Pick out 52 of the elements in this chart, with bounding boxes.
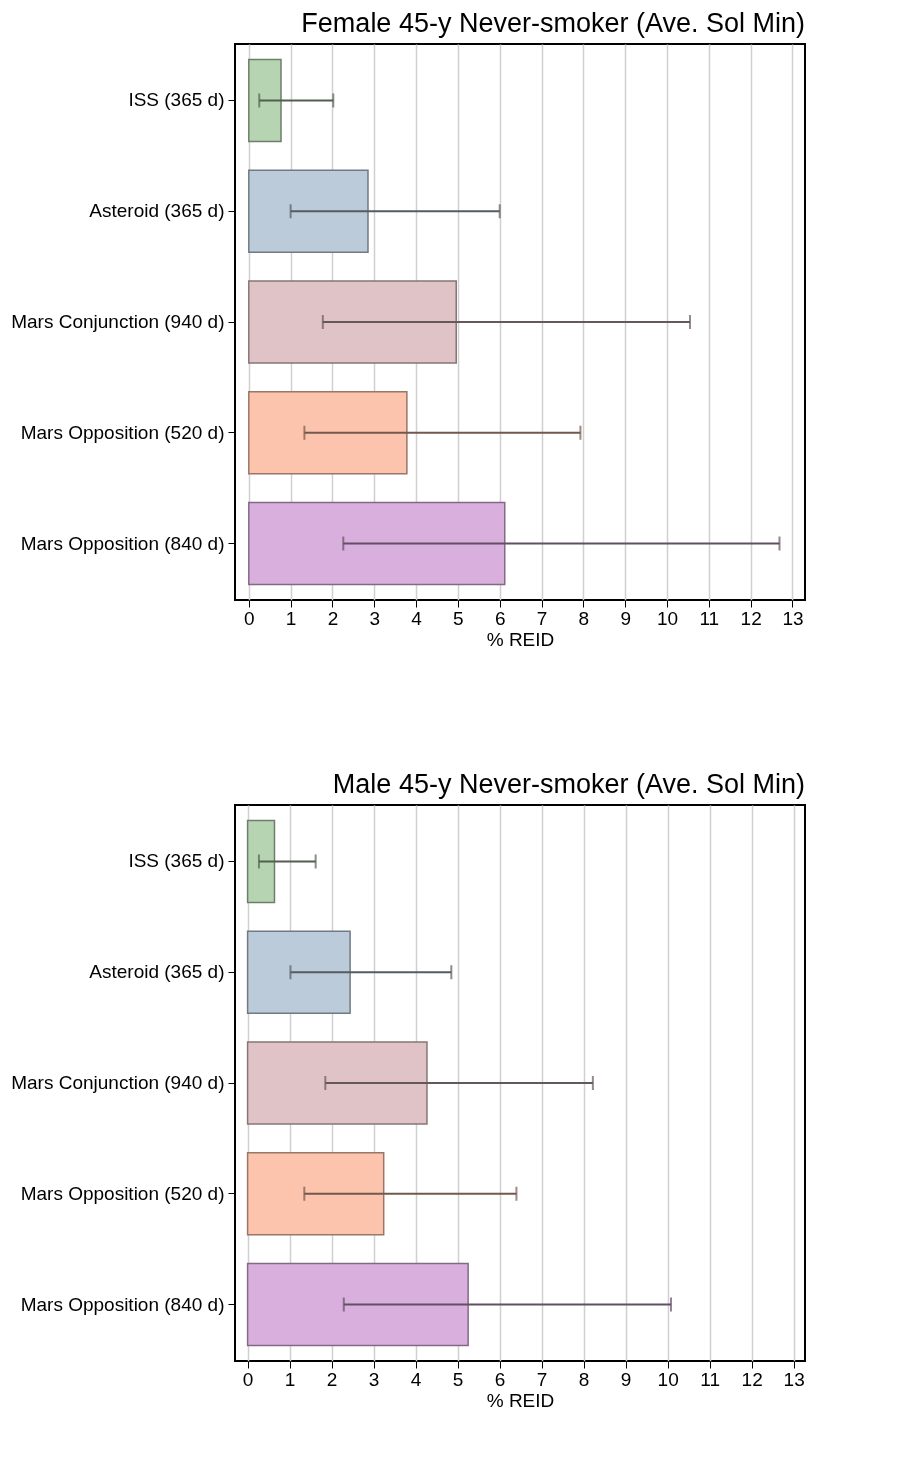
x-tick-label: 13 — [783, 1368, 805, 1390]
y-tick-label: Mars Opposition (840 d) — [20, 1293, 225, 1315]
chart-title: Female 45-y Never-smoker (Ave. Sol Min) — [301, 8, 805, 38]
y-tick-label: ISS (365 d) — [128, 850, 225, 872]
x-tick-label: 8 — [578, 607, 590, 629]
bar — [248, 58, 282, 143]
x-tick-label: 10 — [656, 607, 679, 629]
x-tick-label: 9 — [620, 607, 631, 629]
bar — [248, 501, 506, 586]
x-axis-title: % REID — [486, 1389, 555, 1411]
y-tick-label: Asteroid (365 d) — [89, 961, 225, 983]
bar — [246, 1262, 469, 1347]
y-tick-label: Asteroid (365 d) — [89, 200, 225, 222]
bar — [246, 819, 276, 904]
x-axis-title: % REID — [486, 628, 555, 650]
x-tick-label: 0 — [244, 607, 255, 629]
y-tick-label: Mars Opposition (520 d) — [20, 421, 225, 443]
bar — [248, 169, 369, 253]
x-tick-label: 0 — [242, 1368, 254, 1390]
x-tick-label: 1 — [284, 1368, 296, 1390]
x-tick-label: 11 — [699, 607, 720, 629]
bar — [246, 1152, 385, 1236]
y-tick-label: ISS (365 d) — [128, 89, 225, 111]
x-tick-label: 10 — [657, 1368, 679, 1390]
x-tick-label: 3 — [369, 607, 381, 629]
x-tick-label: 8 — [578, 1368, 590, 1390]
bar — [248, 391, 408, 475]
bar — [246, 1041, 428, 1125]
x-tick-label: 12 — [741, 1368, 763, 1390]
y-tick-label: Mars Opposition (840 d) — [20, 532, 225, 554]
x-tick-label: 7 — [536, 607, 548, 629]
x-tick-label: 7 — [536, 1368, 548, 1390]
x-tick-label: 1 — [285, 607, 297, 629]
x-tick-label: 5 — [452, 1368, 464, 1390]
x-tick-label: 9 — [620, 1368, 632, 1390]
x-tick-label: 12 — [740, 607, 762, 629]
y-tick-label: Mars Opposition (520 d) — [20, 1182, 225, 1204]
x-tick-label: 11 — [700, 1368, 721, 1390]
chart-title: Male 45-y Never-smoker (Ave. Sol Min) — [332, 769, 805, 799]
x-tick-label: 6 — [494, 1368, 506, 1390]
bar — [246, 930, 351, 1014]
x-tick-label: 2 — [326, 1368, 338, 1390]
x-tick-label: 6 — [494, 607, 506, 629]
x-tick-label: 2 — [327, 607, 339, 629]
x-tick-label: 3 — [368, 1368, 380, 1390]
y-tick-label: Mars Conjunction (940 d) — [11, 1072, 225, 1093]
x-tick-label: 4 — [410, 1368, 422, 1390]
x-tick-label: 4 — [411, 607, 423, 629]
y-tick-label: Mars Conjunction (940 d) — [11, 311, 225, 332]
bar — [248, 280, 457, 364]
x-tick-label: 5 — [453, 607, 464, 629]
x-tick-label: 13 — [782, 607, 804, 629]
